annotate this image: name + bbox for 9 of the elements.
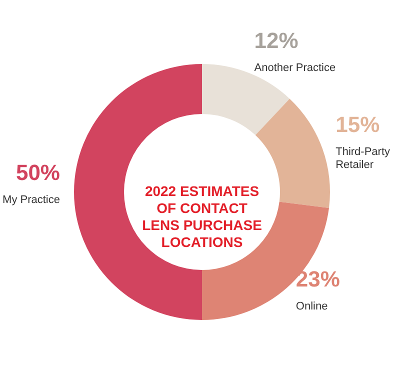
slice-label: Online bbox=[296, 300, 328, 313]
data-label: 12% bbox=[254, 28, 298, 53]
slice-label: Another Practice bbox=[254, 62, 336, 74]
text: 2022 ESTIMATES OF CONTACT LENS PURCHASE LOCATIONS bbox=[142, 183, 262, 250]
data-label: 50% bbox=[16, 160, 60, 185]
slice-label: My Practice bbox=[2, 194, 60, 206]
data-label: 23% bbox=[296, 266, 340, 292]
slice-label: Third-Party Retailer bbox=[336, 146, 391, 171]
data-label: 15% bbox=[336, 112, 380, 137]
